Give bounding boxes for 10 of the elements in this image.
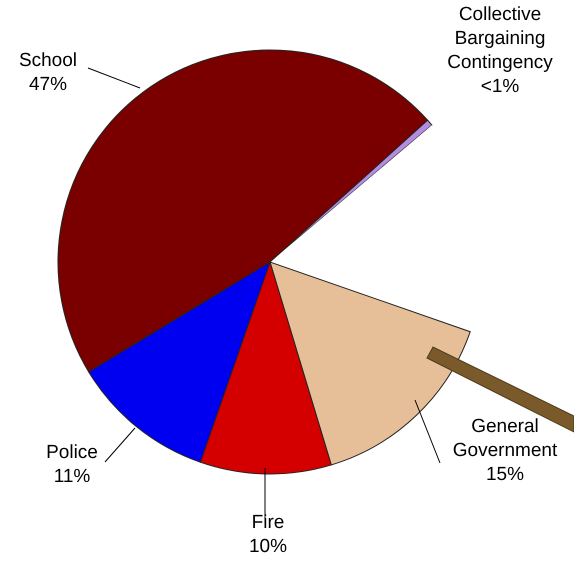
data-label: 47%	[28, 74, 68, 95]
data-label: 15%	[486, 464, 524, 485]
slice-label: School	[18, 50, 78, 71]
slice-label: Fire	[252, 512, 284, 533]
slice-label: Collective Bargaining Contingency	[447, 4, 554, 73]
data-label: 10%	[248, 536, 288, 557]
data-label: <1%	[480, 76, 520, 97]
slice-label: Police	[46, 442, 98, 463]
slice-label: General Government	[452, 416, 558, 461]
data-label: 11%	[54, 466, 90, 487]
